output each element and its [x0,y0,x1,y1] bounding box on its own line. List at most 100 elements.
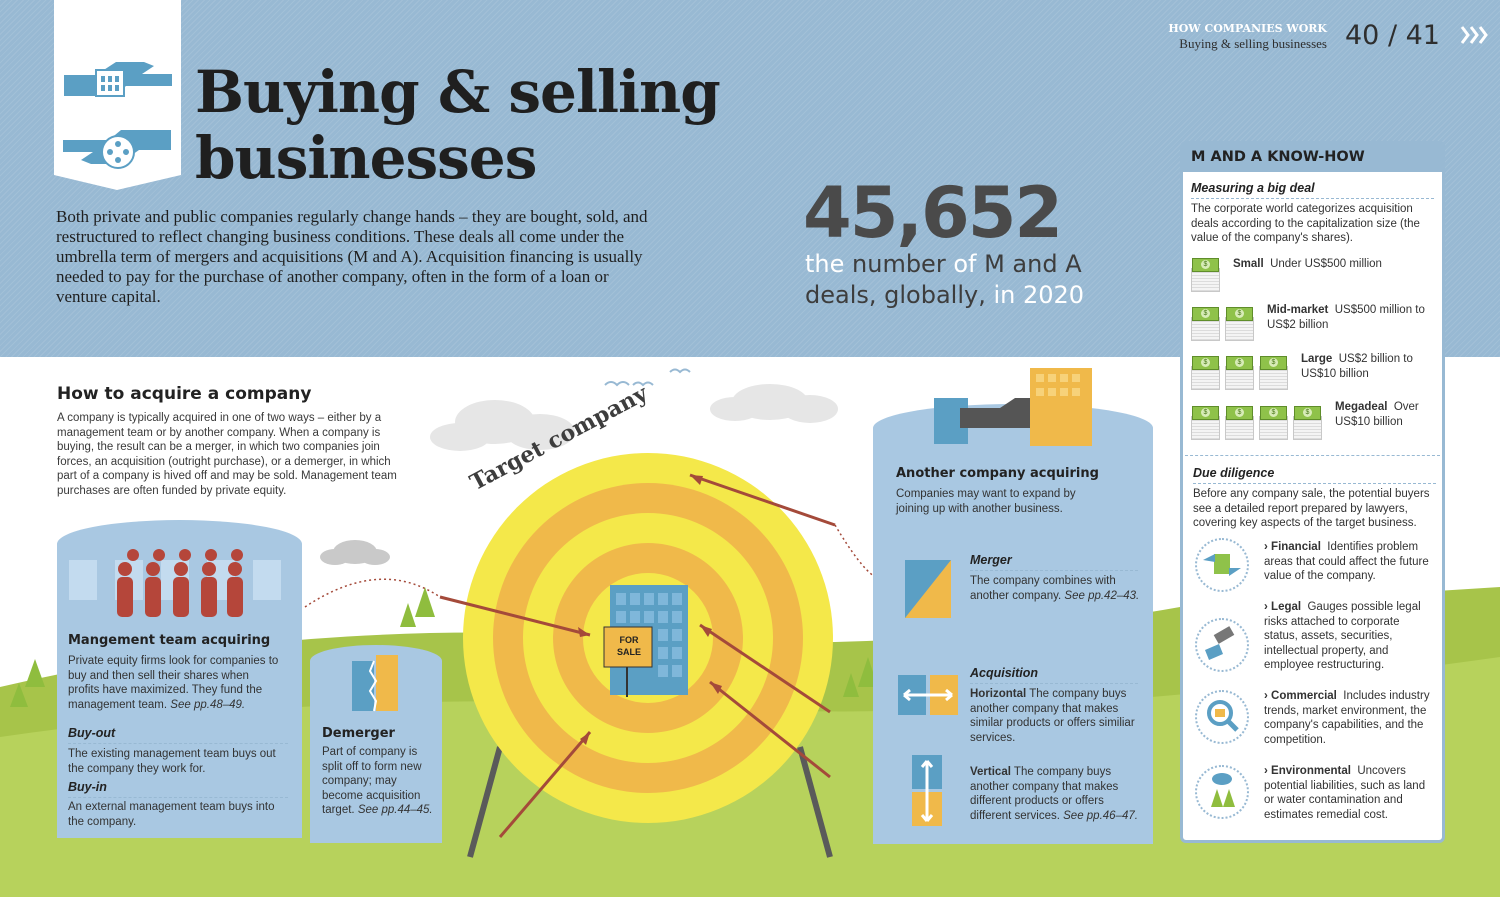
banknote-icon [1226,307,1253,321]
stat-word-deals: deals, globally, [805,281,994,309]
merger-divider [970,570,1138,571]
stat-number: 45,652 [803,172,1063,254]
demerger-body: Part of company is split off to form new… [322,745,434,818]
check-commercial-desc: Includes industry trends, market environ… [1264,690,1430,746]
money-stack-icon [1225,416,1254,440]
tier-megadeal-name: Megadeal [1335,401,1388,413]
measure-title: Measuring a big deal [1191,181,1315,195]
another-body: Companies may want to expand by joining … [896,488,1076,515]
horizontal-icon [898,675,960,715]
page-numbers: 40 / 41 [1345,20,1440,51]
stat-caption-line1: the number of M and A [805,248,1082,280]
chevron-right-icon: › [1264,541,1268,553]
tier-megadeal: Megadeal Over US$10 billion [1191,400,1436,444]
measure-divider [1191,198,1434,199]
tier-large-desc: US$2 billion to US$10 billion [1301,353,1413,380]
vertical-ref: See pp.46–47. [1063,809,1138,822]
tier-large: Large US$2 billion to US$10 billion [1191,352,1436,394]
check-financial: › Financial Identifies problem areas tha… [1264,540,1436,584]
acquisition-hand-icon [930,368,1100,448]
tier-mid-text: Mid-market US$500 million to US$2 billio… [1267,303,1437,332]
management-body-text: Private equity firms look for companies … [68,655,279,711]
banknote-icon [1192,307,1219,321]
tier-small-text: Small Under US$500 million [1233,257,1433,272]
stat-word-ma: M and A [984,250,1082,278]
chevron-right-icon: › [1264,690,1268,702]
money-stack-icon [1191,416,1220,440]
banknote-icon [1226,406,1253,420]
vertical-title: Vertical [970,766,1011,778]
management-title: Mangement team acquiring [68,633,271,648]
merger-icon [905,560,953,618]
check-financial-desc: Identifies problem areas that could affe… [1264,541,1429,582]
stat-word-year: in 2020 [993,281,1085,309]
check-environmental-name: Environmental [1271,765,1351,777]
people-icon-group [115,547,245,627]
horizontal-body-text: The company buys another company that ma… [970,688,1135,744]
banknote-icon [1260,356,1287,370]
gavel-icon [1195,618,1249,672]
check-financial-name: Financial [1271,541,1321,553]
tier-large-name: Large [1301,353,1333,365]
management-body: Private equity firms look for companies … [68,654,283,712]
horizontal-body: Horizontal The company buys another comp… [970,687,1140,745]
handshake-business-icon [54,0,181,190]
management-ref: See pp.48–49. [170,698,246,711]
cloud-trees-icon [1195,765,1249,819]
stat-word-number: number [852,250,954,278]
tier-mid-desc: US$500 million to US$2 billion [1267,304,1425,331]
merger-ref: See pp.42–43. [1064,589,1140,602]
check-environmental: › Environmental Uncovers potential liabi… [1264,764,1436,822]
vertical-body: Vertical The company buys another compan… [970,765,1140,823]
acquisition-title: Acquisition [970,666,1039,680]
tier-small-name: Small [1233,258,1264,270]
banknote-icon [1260,406,1287,420]
vertical-body-text: The company buys another company that ma… [970,766,1119,822]
money-stack-icon [1225,366,1254,390]
money-stack-icon [1225,317,1254,341]
chevron-right-icon: › [1264,765,1268,777]
tier-mid: Mid-market US$500 million to US$2 billio… [1191,303,1436,345]
diligence-divider [1193,483,1436,484]
banknote-icon [1192,258,1219,272]
buyout-body: The existing management team buys out th… [68,748,276,775]
money-stack-icon [1293,416,1322,440]
subsection-label: Buying & selling businesses [1179,36,1327,51]
money-stack-icon [1191,268,1220,292]
demerger-body-text: Part of company is split off to form new… [322,746,422,816]
buyin-body: An external management team buys into th… [68,801,275,828]
tier-megadeal-desc: Over US$10 billion [1335,401,1419,428]
demerger-ref: See pp.44–45. [357,804,433,816]
stat-caption-line2: deals, globally, in 2020 [805,279,1084,311]
tier-large-text: Large US$2 billion to US$10 billion [1301,352,1431,381]
check-environmental-desc: Uncovers potential liabilities, such as … [1264,765,1426,821]
chevrons-right-icon[interactable] [1460,24,1490,46]
check-commercial: › Commercial Includes industry trends, m… [1264,689,1436,747]
check-legal: › Legal Gauges possible legal risks atta… [1264,600,1436,673]
buyout-title: Buy-out [68,726,116,740]
money-stack-icon [1191,366,1220,390]
tier-small: Small Under US$500 million [1191,256,1436,296]
measure-body: The corporate world categorizes acquisit… [1191,203,1420,244]
page-title-line2: businesses [195,124,537,192]
title-icon-ribbon [54,0,181,190]
acquire-body: A company is typically acquired in one o… [57,412,397,497]
acquire-heading: How to acquire a company [57,384,312,404]
merger-body: The company combines with another compan… [970,574,1140,603]
section-label: HOW COMPANIES WORK [1168,22,1327,35]
buyin-divider [68,797,288,798]
stat-word-of: of [953,250,985,278]
banknote-icon [1192,406,1219,420]
split-building-icon [352,655,400,715]
tier-mid-name: Mid-market [1267,304,1329,316]
chevron-right-icon: › [1264,601,1268,613]
intro-paragraph: Both private and public companies regula… [56,207,648,306]
money-hands-icon [1195,538,1249,592]
check-legal-name: Legal [1271,601,1302,613]
check-legal-desc: Gauges possible legal risks attached to … [1264,601,1421,671]
sidebar-header: M AND A KNOW-HOW [1183,142,1445,172]
sidebar-section-divider [1185,455,1440,456]
merger-title: Merger [970,553,1012,567]
tier-small-desc: Under US$500 million [1270,258,1382,270]
demerger-title: Demerger [322,726,395,741]
